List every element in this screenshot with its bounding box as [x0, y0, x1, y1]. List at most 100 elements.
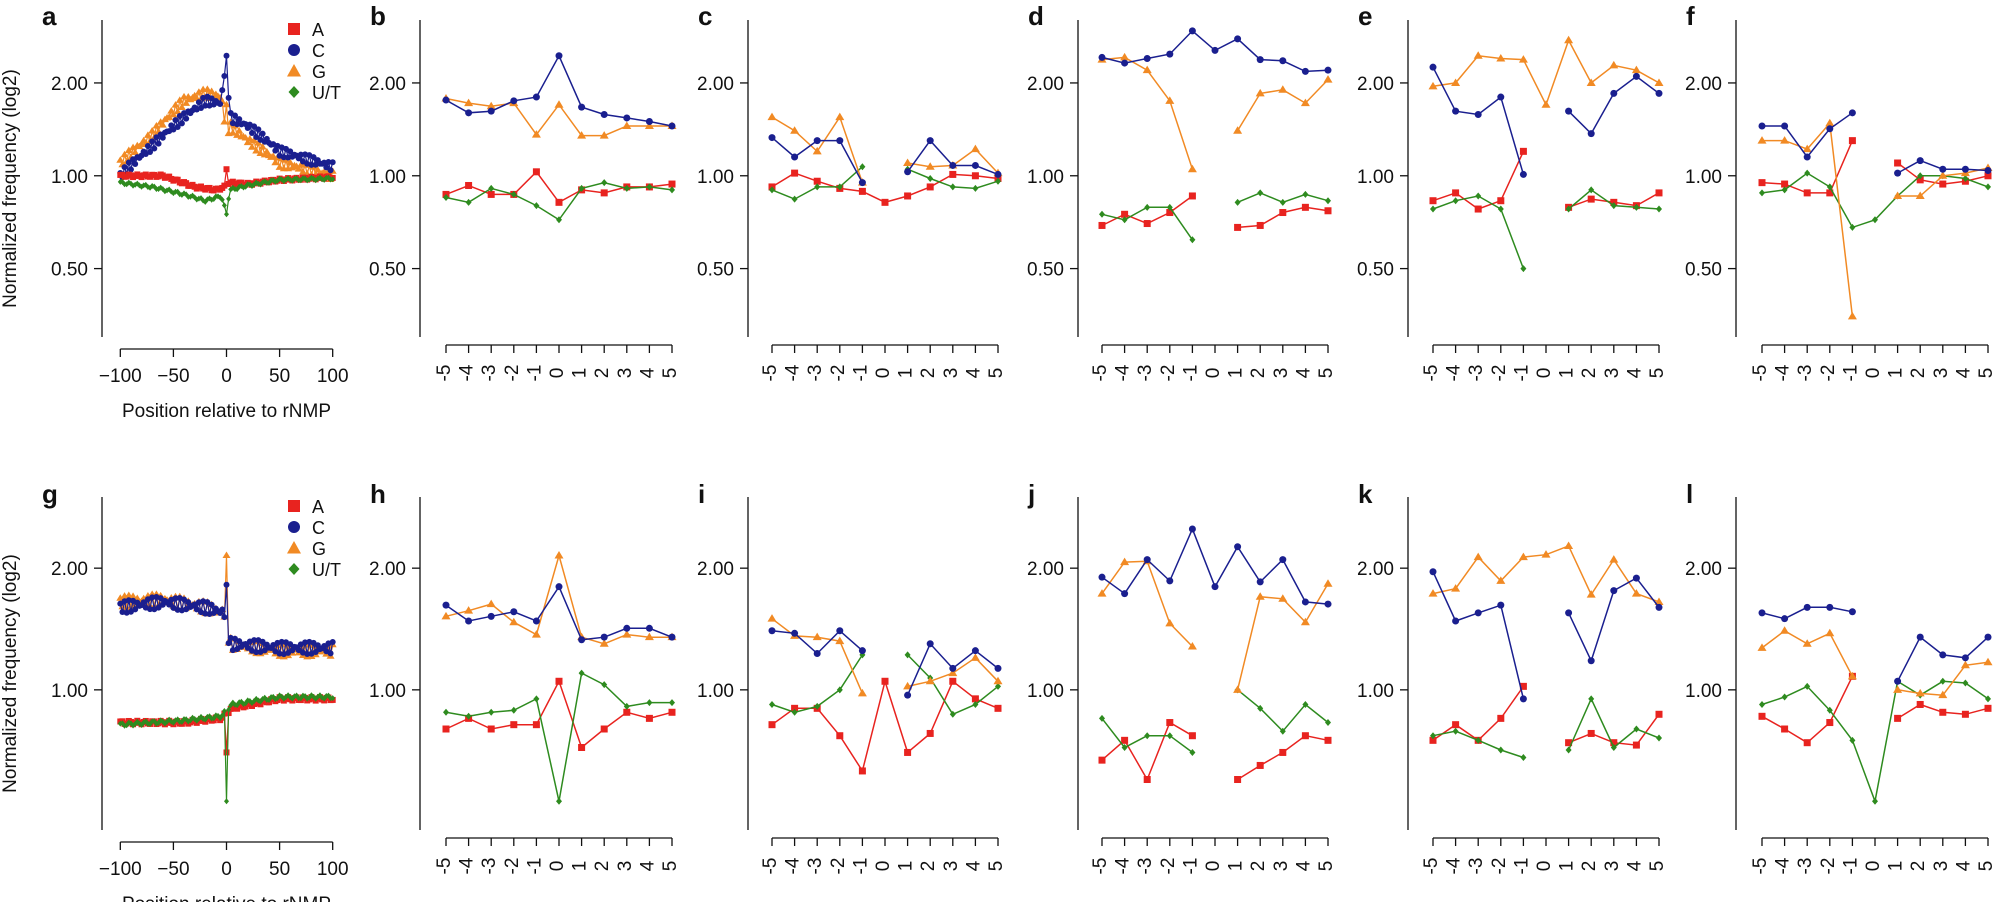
- data-point: [949, 664, 957, 672]
- data-point: [814, 702, 821, 710]
- data-point: [116, 594, 125, 601]
- data-point: [949, 183, 956, 191]
- data-point: [310, 154, 317, 161]
- data-point: [465, 181, 473, 189]
- data-point: [1256, 578, 1264, 586]
- x-tick-label: -1: [1511, 365, 1532, 382]
- series-UT: [443, 669, 675, 805]
- data-point: [813, 177, 821, 185]
- data-point: [623, 702, 630, 710]
- data-point: [1473, 552, 1483, 561]
- data-point: [881, 198, 889, 206]
- data-point: [1588, 695, 1595, 703]
- x-tick-label: 3: [615, 368, 636, 379]
- data-point: [1802, 144, 1812, 153]
- x-tick-label: 2: [592, 368, 613, 379]
- data-point: [219, 712, 225, 719]
- data-point: [1165, 618, 1175, 627]
- data-point: [251, 123, 258, 130]
- data-point: [1257, 189, 1264, 197]
- x-tick-label: -4: [783, 857, 804, 874]
- x-tick-label: -5: [434, 365, 455, 382]
- x-tick-label: -3: [1135, 365, 1156, 382]
- data-point: [1984, 633, 1992, 641]
- data-point: [1429, 63, 1437, 71]
- x-tick-label: 3: [941, 861, 962, 872]
- data-point: [1300, 98, 1310, 107]
- series-C: [1758, 109, 1992, 177]
- data-point: [555, 677, 563, 685]
- data-point: [645, 624, 653, 632]
- series-line: [1432, 730, 1524, 759]
- data-point: [464, 98, 474, 107]
- data-point: [297, 151, 304, 158]
- data-point: [1278, 85, 1288, 93]
- data-point: [622, 121, 632, 130]
- y-tick-label: 2.00: [1685, 559, 1722, 580]
- x-tick-label: -5: [760, 858, 781, 875]
- x-tick-label: -1: [1840, 858, 1861, 875]
- series-UT: [1759, 169, 1991, 231]
- data-point: [1098, 573, 1106, 581]
- data-point: [1588, 186, 1595, 194]
- data-point: [578, 103, 586, 111]
- data-point: [147, 148, 154, 155]
- series-C: [768, 134, 1002, 187]
- data-point: [904, 192, 912, 200]
- data-point: [1631, 589, 1641, 597]
- data-point: [1120, 52, 1130, 61]
- data-point: [1893, 685, 1903, 693]
- series-line: [1432, 151, 1525, 210]
- data-point: [926, 183, 934, 191]
- data-point: [222, 551, 231, 558]
- data-point: [948, 668, 958, 677]
- data-point: [1894, 159, 1902, 167]
- data-point: [1302, 700, 1309, 708]
- series-line: [1762, 121, 1854, 317]
- x-tick-label: -2: [1489, 858, 1510, 875]
- x-tick-label: 1: [1886, 368, 1907, 379]
- x-tick-label: 1: [896, 368, 917, 379]
- series-line: [1568, 75, 1660, 135]
- data-point: [836, 732, 844, 740]
- panel-h: 1.00 2.00 -5 -4 -3 -2 -1 0 1 2 3 4 5: [369, 497, 681, 874]
- data-point: [1279, 57, 1287, 65]
- data-point: [443, 194, 449, 202]
- data-point: [1984, 704, 1992, 712]
- data-point: [858, 767, 866, 775]
- x-tick-label: -4: [1773, 364, 1794, 381]
- data-point: [251, 637, 258, 644]
- data-point: [159, 134, 166, 141]
- data-point: [217, 101, 224, 108]
- data-point: [835, 636, 845, 645]
- x-tick-label: -1: [850, 858, 871, 875]
- data-point: [1324, 66, 1332, 74]
- y-tick-label: 1.00: [697, 167, 734, 188]
- series-UT: [1099, 189, 1331, 244]
- x-tick-label: -3: [805, 858, 826, 875]
- data-point: [1519, 682, 1527, 690]
- data-point: [151, 145, 158, 152]
- data-point: [1520, 265, 1527, 273]
- x-tick-label: 5: [986, 368, 1007, 379]
- data-point: [881, 677, 889, 685]
- series-UT: [769, 163, 1001, 203]
- series-line: [1761, 629, 1854, 677]
- data-point: [601, 179, 608, 187]
- data-point: [1143, 776, 1151, 784]
- data-point: [533, 695, 540, 703]
- data-point: [510, 706, 517, 714]
- data-point: [1279, 198, 1286, 206]
- legend-label: A: [312, 20, 324, 40]
- data-point: [1098, 221, 1106, 229]
- data-point: [254, 139, 263, 146]
- x-tick-label: 0: [1534, 368, 1555, 379]
- data-point: [1518, 55, 1528, 63]
- y-tick-label: 1.00: [51, 681, 88, 702]
- data-point: [255, 126, 262, 133]
- data-point: [812, 632, 822, 641]
- data-point: [623, 114, 631, 122]
- data-point: [234, 121, 241, 128]
- x-tick-label: -1: [850, 365, 871, 382]
